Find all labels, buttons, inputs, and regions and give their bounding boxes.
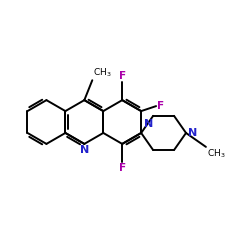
Text: F: F	[119, 163, 126, 173]
Text: F: F	[119, 71, 126, 81]
Text: CH$_3$: CH$_3$	[93, 67, 112, 79]
Text: N: N	[80, 145, 89, 155]
Text: F: F	[157, 101, 164, 111]
Text: N: N	[188, 128, 197, 138]
Text: N: N	[144, 119, 154, 129]
Text: CH$_3$: CH$_3$	[207, 148, 226, 160]
